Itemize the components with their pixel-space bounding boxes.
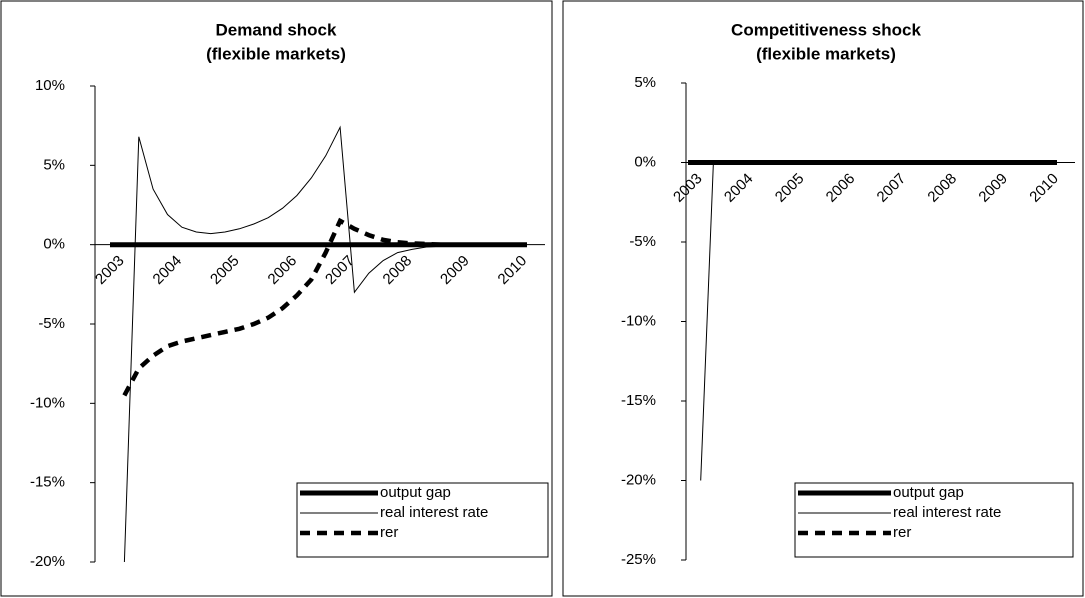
chart-title: Demand shock (216, 20, 337, 39)
legend-label: rer (893, 524, 911, 541)
y-tick-label: -5% (38, 315, 65, 332)
y-tick-label: -25% (621, 551, 656, 568)
y-tick-label: -20% (30, 553, 65, 570)
y-tick-label: -10% (30, 394, 65, 411)
y-tick-label: 0% (43, 236, 65, 253)
chart-title: Competitiveness shock (731, 20, 921, 39)
y-tick-label: -5% (629, 233, 656, 250)
series-line (123, 125, 527, 563)
y-tick-label: -10% (621, 312, 656, 329)
chart-subtitle: (flexible markets) (756, 44, 896, 63)
y-tick-label: 0% (634, 153, 656, 170)
y-tick-label: 5% (634, 74, 656, 91)
y-tick-label: -15% (30, 474, 65, 491)
legend-label: output gap (893, 484, 964, 501)
y-tick-label: -20% (621, 471, 656, 488)
legend-label: real interest rate (380, 504, 488, 521)
y-tick-label: -15% (621, 392, 656, 409)
legend-label: rer (380, 524, 398, 541)
y-tick-label: 10% (35, 77, 65, 94)
y-tick-label: 5% (43, 156, 65, 173)
legend-label: real interest rate (893, 504, 1001, 521)
chart-subtitle: (flexible markets) (206, 44, 346, 63)
series-line (122, 217, 527, 397)
legend-label: output gap (380, 484, 451, 501)
